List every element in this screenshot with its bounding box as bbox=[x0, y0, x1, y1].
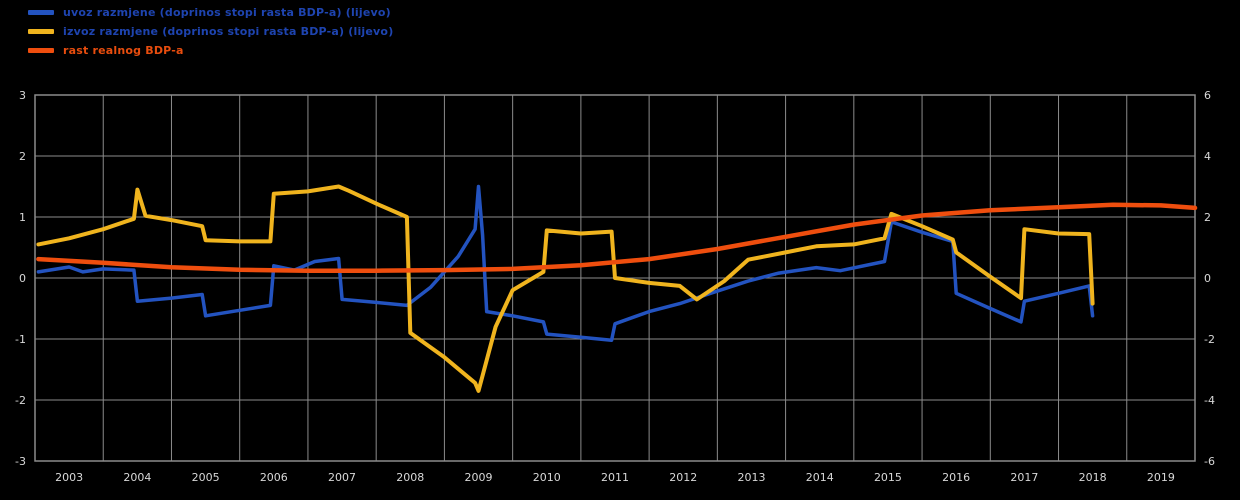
series-exports-contribution bbox=[36, 184, 1095, 393]
legend-swatch bbox=[28, 29, 54, 34]
x-tick-label: 2013 bbox=[737, 471, 765, 484]
x-tick-label: 2003 bbox=[55, 471, 83, 484]
x-tick-label: 2011 bbox=[601, 471, 629, 484]
x-tick-label: 2016 bbox=[942, 471, 970, 484]
y-left-tick-label: -3 bbox=[15, 455, 26, 468]
y-left-tick-label: 0 bbox=[19, 272, 26, 285]
y-right-tick-label: -6 bbox=[1204, 455, 1215, 468]
y-right-tick-label: -2 bbox=[1204, 333, 1215, 346]
x-tick-label: 2019 bbox=[1147, 471, 1175, 484]
x-tick-label: 2017 bbox=[1010, 471, 1038, 484]
x-tick-label: 2012 bbox=[669, 471, 697, 484]
y-left-tick-label: -2 bbox=[15, 394, 26, 407]
x-tick-label: 2007 bbox=[328, 471, 356, 484]
axis-tick-labels: 3 2 1 0 -1 -2 -3 6 4 2 0 -2 -4 -6 2003 2004 2005 2006 2007… bbox=[15, 89, 1215, 484]
y-right-tick-label: 0 bbox=[1204, 272, 1211, 285]
legend-label: uvoz razmjene (doprinos stopi rasta BDP-… bbox=[63, 6, 391, 19]
x-tick-label: 2008 bbox=[396, 471, 424, 484]
y-right-tick-label: 2 bbox=[1204, 211, 1211, 224]
y-left-tick-label: -1 bbox=[15, 333, 26, 346]
legend-label: rast realnog BDP-a bbox=[63, 44, 184, 57]
legend-swatch bbox=[28, 10, 54, 15]
legend-swatch bbox=[28, 48, 54, 53]
legend-item[interactable]: izvoz razmjene (doprinos stopi rasta BDP… bbox=[28, 24, 393, 39]
x-tick-label: 2006 bbox=[260, 471, 288, 484]
y-right-tick-label: 6 bbox=[1204, 89, 1211, 102]
plot-border bbox=[34, 94, 1196, 462]
x-tick-label: 2005 bbox=[192, 471, 220, 484]
series-imports-contribution bbox=[36, 184, 1095, 342]
series-real-gdp-growth bbox=[36, 202, 1198, 273]
x-tick-label: 2004 bbox=[123, 471, 151, 484]
y-right-tick-label: -4 bbox=[1204, 394, 1215, 407]
x-tick-label: 2010 bbox=[533, 471, 561, 484]
chart-legend: uvoz razmjene (doprinos stopi rasta BDP-… bbox=[28, 5, 393, 58]
x-tick-label: 2015 bbox=[874, 471, 902, 484]
y-left-tick-label: 3 bbox=[19, 89, 26, 102]
legend-item[interactable]: uvoz razmjene (doprinos stopi rasta BDP-… bbox=[28, 5, 393, 20]
legend-label: izvoz razmjene (doprinos stopi rasta BDP… bbox=[63, 25, 394, 38]
y-left-tick-label: 1 bbox=[19, 211, 26, 224]
x-tick-label: 2014 bbox=[806, 471, 834, 484]
x-tick-label: 2009 bbox=[465, 471, 493, 484]
x-tick-label: 2018 bbox=[1079, 471, 1107, 484]
legend-item[interactable]: rast realnog BDP-a bbox=[28, 43, 393, 58]
y-right-tick-label: 4 bbox=[1204, 150, 1211, 163]
y-left-tick-label: 2 bbox=[19, 150, 26, 163]
